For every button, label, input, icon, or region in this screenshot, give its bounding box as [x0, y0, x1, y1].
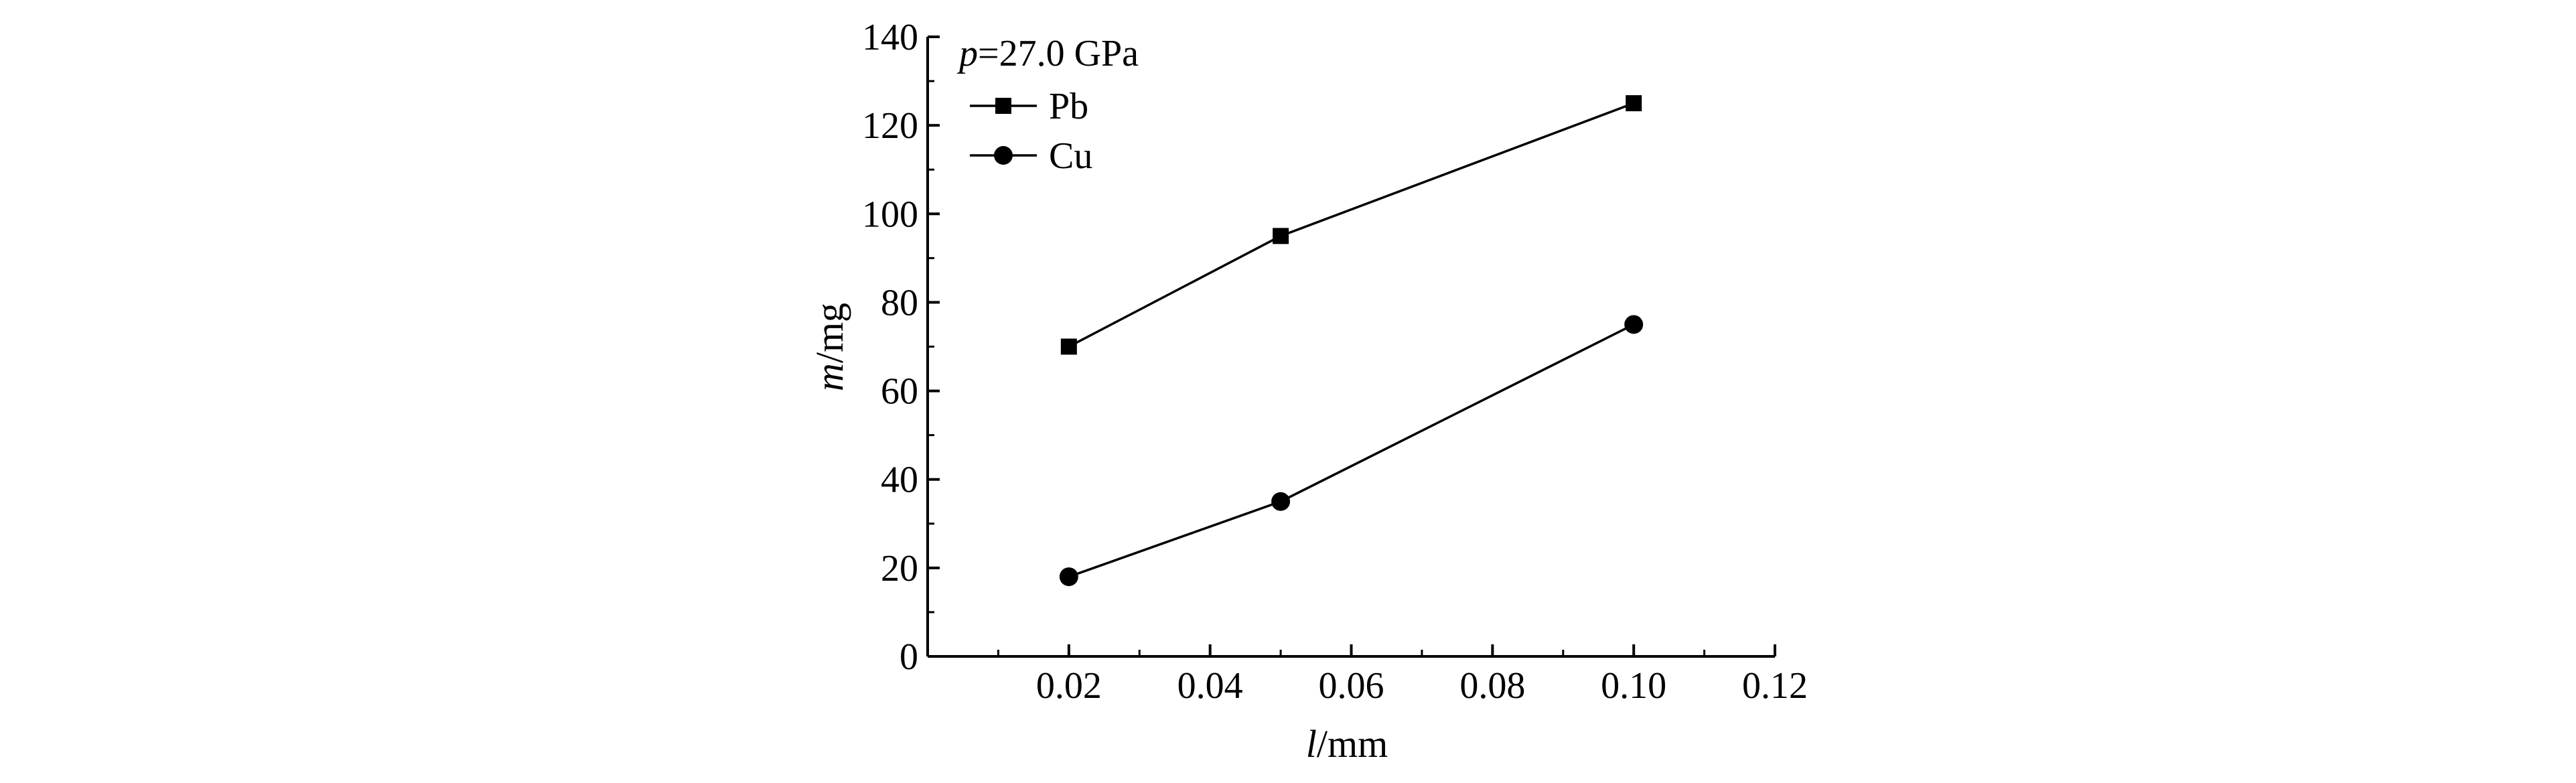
y-axis-unit: /mg: [808, 303, 851, 363]
x-tick-label: 0.12: [1742, 665, 1808, 707]
y-tick-label: 80: [881, 282, 918, 324]
annotation-variable: p: [956, 33, 978, 74]
x-axis-title: l/mm: [1306, 722, 1388, 766]
x-tick-label: 0.04: [1177, 665, 1243, 707]
x-tick-label: 0.08: [1459, 665, 1525, 707]
legend-item-pb: Pb: [970, 86, 1088, 127]
series-line-cu: [1068, 323, 1634, 578]
data-point-pb: [1626, 95, 1642, 112]
series-layer: [1059, 95, 1644, 587]
legend-marker-cu: [994, 146, 1013, 165]
x-axis-ticks: 0.02 0.04 0.06 0.08 0.10 0.12: [997, 644, 1808, 707]
x-tick-label: 0.06: [1319, 665, 1384, 707]
series-line-pb: [1068, 102, 1634, 348]
data-point-cu: [1059, 567, 1078, 587]
data-point-cu: [1624, 315, 1644, 334]
y-axis-title: m/mg: [808, 303, 851, 391]
legend: Pb Cu: [970, 86, 1092, 177]
data-point-pb: [1273, 228, 1289, 244]
y-tick-label: 100: [862, 194, 918, 235]
series-cu: [1059, 315, 1644, 587]
series-pb: [1060, 95, 1642, 355]
y-tick-label: 140: [862, 17, 918, 58]
y-tick-label: 120: [862, 105, 918, 147]
legend-marker-pb: [995, 98, 1011, 114]
y-tick-label: 0: [900, 636, 918, 678]
annotation-text: p=27.0 GPa: [956, 33, 1139, 74]
y-tick-label: 60: [881, 371, 918, 413]
y-tick-label: 20: [881, 548, 918, 589]
legend-label-cu: Cu: [1049, 135, 1092, 177]
annotation-value: =27.0 GPa: [978, 33, 1139, 74]
x-tick-label: 0.10: [1601, 665, 1666, 707]
legend-item-cu: Cu: [970, 135, 1092, 177]
data-point-cu: [1271, 492, 1291, 511]
data-point-pb: [1060, 338, 1077, 355]
x-axis-unit: /mm: [1317, 722, 1388, 766]
y-axis-variable: m: [808, 363, 851, 391]
legend-label-pb: Pb: [1049, 86, 1088, 127]
x-tick-label: 0.02: [1036, 665, 1102, 707]
y-tick-label: 40: [881, 459, 918, 501]
y-axis-ticks: 0 20 40 60 80 100 120 140: [862, 17, 940, 678]
x-axis-variable: l: [1306, 722, 1317, 766]
